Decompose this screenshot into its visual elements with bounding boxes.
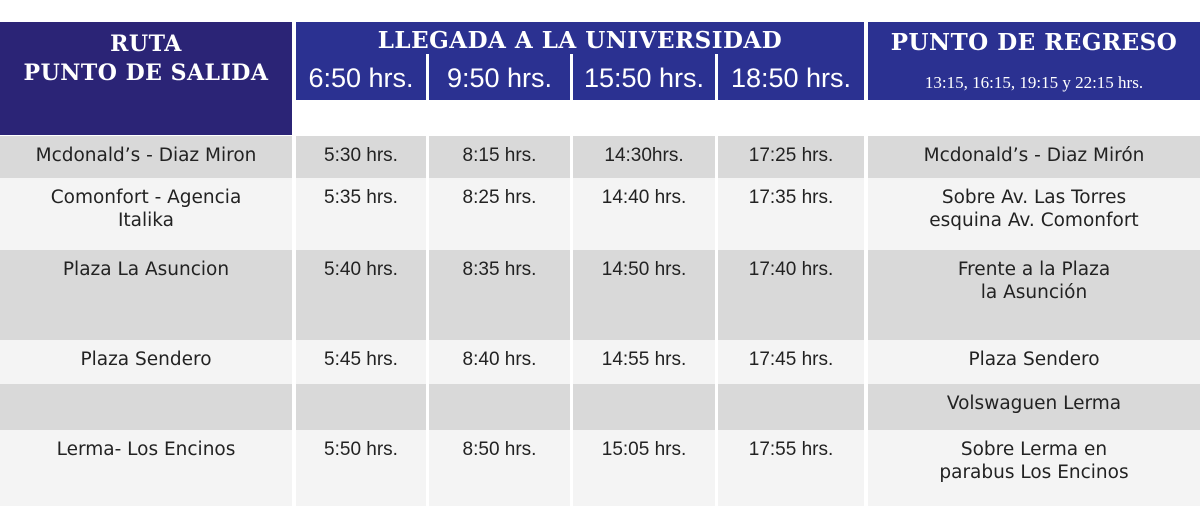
time-cell: 8:50 hrs. bbox=[429, 430, 570, 506]
ruta-cell: Lerma- Los Encinos bbox=[0, 430, 292, 506]
header-regreso: PUNTO DE REGRESO 13:15, 16:15, 19:15 y 2… bbox=[868, 22, 1200, 100]
ruta-cell bbox=[0, 384, 292, 430]
regreso-line: Sobre Lerma en bbox=[960, 439, 1108, 460]
regreso-line: Volswaguen Lerma bbox=[946, 393, 1122, 414]
time-cell: 15:05 hrs. bbox=[573, 430, 715, 506]
time-cell bbox=[429, 384, 570, 430]
ruta-cell: Comonfort - Agencia Italika bbox=[0, 178, 292, 250]
regreso-cell: Plaza Sendero bbox=[868, 340, 1200, 384]
regreso-cell: Frente a la Plaza la Asunción bbox=[868, 250, 1200, 340]
time-cell: 17:40 hrs. bbox=[718, 250, 864, 340]
time-cell: 8:35 hrs. bbox=[429, 250, 570, 340]
header-regreso-title: PUNTO DE REGRESO bbox=[890, 29, 1178, 56]
time-cell: 5:35 hrs. bbox=[296, 178, 426, 250]
time-cell: 8:15 hrs. bbox=[429, 136, 570, 178]
time-cell: 5:45 hrs. bbox=[296, 340, 426, 384]
header-ruta-line2: PUNTO DE SALIDA bbox=[23, 60, 269, 86]
regreso-cell: Sobre Av. Las Torres esquina Av. Comonfor… bbox=[868, 178, 1200, 250]
header-time-2: 9:50 hrs. bbox=[429, 54, 570, 100]
header-ruta: RUTA PUNTO DE SALIDA bbox=[0, 22, 292, 135]
regreso-line: esquina Av. Comonfort bbox=[929, 210, 1139, 231]
regreso-cell: Volswaguen Lerma bbox=[868, 384, 1200, 430]
regreso-line: Mcdonald’s - Diaz Mirón bbox=[923, 145, 1145, 166]
regreso-line: la Asunción bbox=[980, 282, 1088, 303]
ruta-line: Lerma- Los Encinos bbox=[56, 439, 236, 460]
time-cell: 17:25 hrs. bbox=[718, 136, 864, 178]
regreso-line: Plaza Sendero bbox=[968, 349, 1100, 370]
time-cell: 17:45 hrs. bbox=[718, 340, 864, 384]
regreso-line: Frente a la Plaza bbox=[957, 259, 1111, 280]
time-cell: 5:50 hrs. bbox=[296, 430, 426, 506]
regreso-line: parabus Los Encinos bbox=[939, 462, 1129, 483]
ruta-line: Plaza La Asuncion bbox=[62, 259, 230, 280]
header-ruta-label: RUTA PUNTO DE SALIDA bbox=[0, 22, 292, 88]
time-cell: 5:30 hrs. bbox=[296, 136, 426, 178]
regreso-line: Sobre Av. Las Torres bbox=[941, 187, 1127, 208]
time-cell: 14:50 hrs. bbox=[573, 250, 715, 340]
header-regreso-times: 13:15, 16:15, 19:15 y 22:15 hrs. bbox=[924, 73, 1144, 92]
time-cell bbox=[718, 384, 864, 430]
ruta-line: Mcdonald’s - Diaz Miron bbox=[35, 145, 257, 166]
time-cell: 5:40 hrs. bbox=[296, 250, 426, 340]
ruta-line: Comonfort - Agencia bbox=[50, 187, 242, 208]
header-time-3: 15:50 hrs. bbox=[573, 54, 715, 100]
time-cell: 17:35 hrs. bbox=[718, 178, 864, 250]
time-cell: 17:55 hrs. bbox=[718, 430, 864, 506]
time-cell bbox=[296, 384, 426, 430]
ruta-cell: Mcdonald’s - Diaz Miron bbox=[0, 136, 292, 178]
ruta-line: Plaza Sendero bbox=[80, 349, 212, 370]
time-cell bbox=[573, 384, 715, 430]
header-time-1: 6:50 hrs. bbox=[296, 54, 426, 100]
time-cell: 8:25 hrs. bbox=[429, 178, 570, 250]
ruta-line: Italika bbox=[117, 210, 175, 231]
header-llegada: LLEGADA A LA UNIVERSIDAD bbox=[296, 22, 864, 54]
header-ruta-line1: RUTA bbox=[110, 31, 182, 57]
regreso-cell: Mcdonald’s - Diaz Mirón bbox=[868, 136, 1200, 178]
time-cell: 14:30hrs. bbox=[573, 136, 715, 178]
regreso-cell: Sobre Lerma en parabus Los Encinos bbox=[868, 430, 1200, 506]
time-cell: 14:55 hrs. bbox=[573, 340, 715, 384]
ruta-cell: Plaza La Asuncion bbox=[0, 250, 292, 340]
time-cell: 8:40 hrs. bbox=[429, 340, 570, 384]
header-time-4: 18:50 hrs. bbox=[718, 54, 864, 100]
ruta-cell: Plaza Sendero bbox=[0, 340, 292, 384]
time-cell: 14:40 hrs. bbox=[573, 178, 715, 250]
